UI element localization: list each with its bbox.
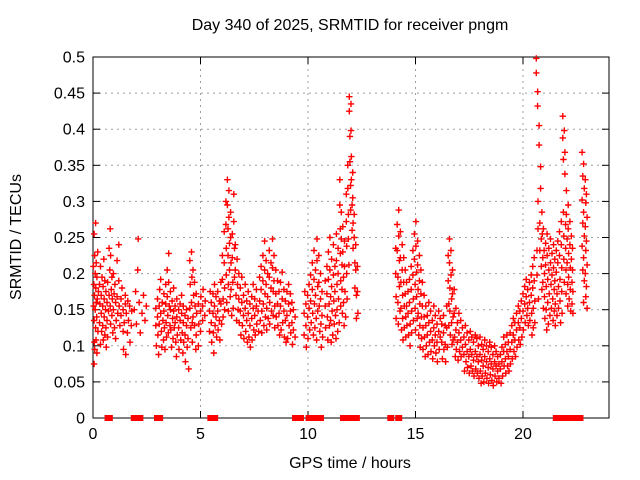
zero-epoch-marker	[387, 415, 395, 421]
y-axis-label: SRMTID / TECUs	[8, 174, 25, 300]
zero-epoch-marker	[352, 415, 360, 421]
zero-epoch-marker	[105, 415, 113, 421]
y-tick-label: 0.05	[54, 374, 85, 391]
y-tick-label: 0	[76, 411, 85, 428]
zero-epoch-marker	[211, 415, 219, 421]
y-tick-label: 0.25	[54, 230, 85, 247]
x-tick-label: 0	[89, 426, 98, 443]
x-tick-label: 15	[407, 426, 425, 443]
x-tick-label: 20	[514, 426, 532, 443]
y-tick-label: 0.45	[54, 86, 85, 103]
zero-epoch-marker	[395, 415, 403, 421]
zero-epoch-marker	[136, 415, 144, 421]
x-tick-label: 10	[299, 426, 317, 443]
y-tick-label: 0.15	[54, 302, 85, 319]
data-points	[90, 55, 591, 389]
zero-epoch-marker	[348, 415, 356, 421]
zero-epoch-marker	[564, 415, 572, 421]
zero-epoch-marker	[316, 415, 324, 421]
x-tick-label: 5	[196, 426, 205, 443]
y-tick-label: 0.35	[54, 158, 85, 175]
zero-epoch-marker	[305, 415, 313, 421]
zero-epoch-marker	[296, 415, 304, 421]
y-tick-label: 0.4	[63, 122, 85, 139]
y-tick-label: 0.3	[63, 194, 85, 211]
y-tick-label: 0.2	[63, 266, 85, 283]
zero-epoch-marker	[576, 415, 584, 421]
x-axis-label: GPS time / hours	[289, 455, 411, 472]
y-tick-label: 0.1	[63, 338, 85, 355]
y-tick-label: 0.5	[63, 50, 85, 67]
zero-epoch-marker	[156, 415, 164, 421]
chart-title: Day 340 of 2025, SRMTID for receiver png…	[191, 17, 509, 34]
zero-epoch-marker	[557, 415, 565, 421]
